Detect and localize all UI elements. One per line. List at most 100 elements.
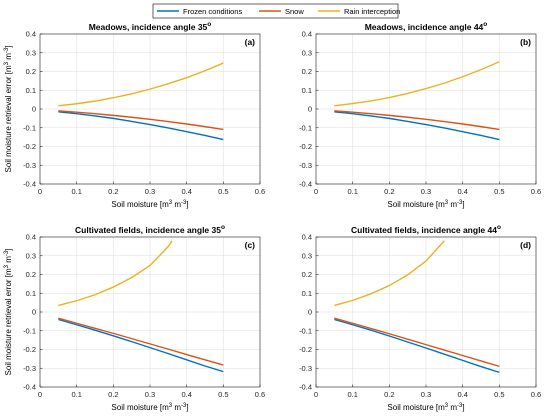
panel-d: 0 0.1 0.2 0.3 0.4 0.5 0.6 -0.4 -0.3 -0.2 -0.1 0 0.1 0… (299, 224, 541, 412)
series-line-rain-interception (334, 240, 445, 307)
y-tick-label: 0.4 (302, 233, 312, 242)
series-line-rain-interception (334, 61, 500, 107)
series-line-frozen-conditions (58, 111, 224, 141)
y-tick-label: 0.3 (26, 48, 36, 57)
y-tick-label: -0.4 (23, 180, 36, 189)
y-tick-label: 0 (308, 105, 312, 114)
series-line-snow (58, 110, 224, 131)
x-tick-label: 0.1 (71, 390, 81, 399)
y-tick-label: -0.3 (23, 364, 36, 373)
y-tick-label: -0.3 (23, 161, 36, 170)
y-axis-label: Soil moisture retrieval error [m3 m-3] (4, 46, 13, 173)
y-tick-label: -0.2 (23, 142, 36, 151)
y-tick-label: 0 (308, 308, 312, 317)
y-tick-label: 0.1 (26, 289, 36, 298)
y-tick-label: -0.1 (299, 326, 312, 335)
x-tick-label: 0.2 (384, 187, 394, 196)
panel-a: 0 0.1 0.2 0.3 0.4 0.5 0.6 -0.4 -0.3 -0.2 -0.1 0 0.1 0… (4, 21, 265, 209)
x-tick-label: 0.3 (145, 390, 155, 399)
y-tick-label: -0.3 (299, 161, 312, 170)
x-tick-label: 0 (314, 390, 318, 399)
y-axis-label: Soil moisture retrieval error [m3 m-3] (4, 249, 13, 376)
x-tick-label: 0.1 (347, 390, 357, 399)
y-tick-label: -0.2 (23, 345, 36, 354)
y-tick-label: 0.1 (302, 289, 312, 298)
x-tick-label: 0.6 (531, 390, 541, 399)
panel-label: (b) (520, 37, 531, 47)
x-tick-label: 0 (38, 187, 42, 196)
x-tick-label: 0.5 (218, 390, 228, 399)
x-tick-label: 0.2 (108, 187, 118, 196)
series-line-rain-interception (58, 62, 224, 107)
y-tick-label: 0.3 (26, 251, 36, 260)
panel-label: (d) (520, 240, 531, 250)
x-tick-label: 0.5 (494, 390, 504, 399)
x-tick-label: 0.6 (255, 390, 265, 399)
x-tick-label: 0.4 (457, 390, 467, 399)
y-tick-label: 0.4 (302, 30, 312, 39)
x-tick-label: 0.5 (494, 187, 504, 196)
legend: Frozen conditions Snow Rain interception (152, 3, 400, 19)
x-tick-label: 0.2 (384, 390, 394, 399)
panel-label: (a) (245, 37, 256, 47)
panel-b: 0 0.1 0.2 0.3 0.4 0.5 0.6 -0.4 -0.3 -0.2 -0.1 0 0.1 0… (299, 21, 541, 209)
x-axis-label: Soil moisture [m3 m-3] (111, 200, 188, 209)
y-tick-label: 0.2 (26, 67, 36, 76)
x-tick-label: 0.5 (218, 187, 228, 196)
y-tick-label: -0.2 (299, 142, 312, 151)
y-tick-label: 0.4 (26, 30, 36, 39)
panel-label: (c) (245, 240, 256, 250)
x-axis-label: Soil moisture [m3 m-3] (387, 403, 464, 412)
y-tick-label: -0.1 (23, 326, 36, 335)
y-tick-label: 0.1 (26, 86, 36, 95)
x-tick-label: 0.3 (145, 187, 155, 196)
y-tick-label: -0.2 (299, 345, 312, 354)
chart-title: Cultivated fields, incidence angle 35o (75, 224, 225, 235)
x-tick-label: 0.6 (531, 187, 541, 196)
x-tick-label: 0.4 (181, 390, 191, 399)
x-tick-label: 0.4 (457, 187, 467, 196)
series-line-frozen-conditions (334, 318, 500, 374)
x-tick-label: 0.6 (255, 187, 265, 196)
y-tick-label: 0 (32, 105, 36, 114)
y-tick-label: 0.2 (26, 270, 36, 279)
series-line-snow (58, 317, 224, 366)
y-tick-label: 0.4 (26, 233, 36, 242)
chart-title: Cultivated fields, incidence angle 44o (351, 224, 501, 235)
series-line-snow (334, 110, 500, 131)
y-tick-label: -0.4 (23, 383, 36, 392)
y-tick-label: -0.1 (23, 123, 36, 132)
x-tick-label: 0.3 (421, 187, 431, 196)
x-tick-label: 0.4 (181, 187, 191, 196)
legend-label: Snow (285, 7, 304, 16)
y-tick-label: 0.3 (302, 48, 312, 57)
series-line-rain-interception (58, 240, 173, 307)
chart-panels: 0 0.1 0.2 0.3 0.4 0.5 0.6 -0.4 -0.3 -0.2 -0.1 0 0.1 0… (4, 21, 541, 412)
y-tick-label: -0.1 (299, 123, 312, 132)
y-tick-label: -0.4 (299, 180, 312, 189)
chart-title: Meadows, incidence angle 35o (89, 21, 212, 32)
x-tick-label: 0.2 (108, 390, 118, 399)
x-tick-label: 0.1 (71, 187, 81, 196)
x-axis-label: Soil moisture [m3 m-3] (111, 403, 188, 412)
y-tick-label: 0.2 (302, 67, 312, 76)
legend-label: Frozen conditions (183, 7, 242, 16)
series-line-frozen-conditions (334, 111, 500, 141)
y-tick-label: -0.3 (299, 364, 312, 373)
legend-label: Rain interception (344, 7, 400, 16)
y-tick-label: 0.3 (302, 251, 312, 260)
panel-c: 0 0.1 0.2 0.3 0.4 0.5 0.6 -0.4 -0.3 -0.2 -0.1 0 0.1 0… (4, 224, 265, 412)
y-tick-label: -0.4 (299, 383, 312, 392)
y-tick-label: 0.1 (302, 86, 312, 95)
x-tick-label: 0.3 (421, 390, 431, 399)
chart-title: Meadows, incidence angle 44o (365, 21, 488, 32)
x-axis-label: Soil moisture [m3 m-3] (387, 200, 464, 209)
x-tick-label: 0 (38, 390, 42, 399)
series-line-snow (334, 317, 500, 368)
x-tick-label: 0.1 (347, 187, 357, 196)
series-line-frozen-conditions (58, 318, 224, 373)
y-tick-label: 0.2 (302, 270, 312, 279)
x-tick-label: 0 (314, 187, 318, 196)
y-tick-label: 0 (32, 308, 36, 317)
